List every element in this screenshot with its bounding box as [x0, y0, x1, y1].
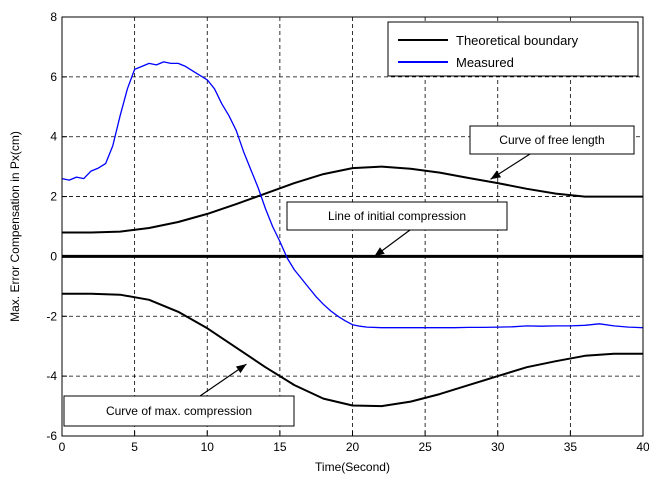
x-tick-label: 5 [131, 440, 138, 454]
series-layer [61, 61, 644, 408]
series-line-lower-boundary [62, 292, 643, 408]
annotation-box-initial-compression [286, 201, 508, 231]
y-tick-label: 4 [50, 130, 57, 144]
series-line-upper-boundary [62, 165, 643, 234]
x-axis-label: Time(Second) [315, 460, 390, 474]
x-tick-label: 20 [346, 440, 360, 454]
y-tick-label: 8 [50, 10, 57, 24]
x-tick-label: 25 [418, 440, 432, 454]
annotation-max-compression-text: Curve of max. compression [106, 404, 252, 418]
annotation-initial-compression-text: Line of initial compression [328, 209, 466, 223]
annotation-max-compression: Curve of max. compression [63, 363, 295, 427]
x-tick-label: 0 [59, 440, 66, 454]
y-tick-label: 2 [50, 190, 57, 204]
tick-layer: 0 5 10 15 20 25 30 35 40 -6 -4 -2 0 2 4 6 8 [46, 10, 649, 454]
legend-label-theoretical: Theoretical boundary [456, 33, 579, 48]
annotations: Curve of free length Line of initial com… [63, 125, 635, 427]
annotation-box-max-compression [63, 395, 295, 427]
y-tick-label: 0 [50, 249, 57, 263]
legend: Theoretical boundary Measured [387, 21, 639, 77]
x-tick-label: 40 [636, 440, 649, 454]
x-tick-label: 35 [564, 440, 578, 454]
x-tick-label: 15 [273, 440, 287, 454]
legend-label-measured: Measured [456, 55, 514, 70]
annotation-box-free-length [469, 125, 635, 155]
annotation-arrowhead-max-compression [235, 364, 247, 374]
annotation-free-length-text: Curve of free length [499, 133, 604, 147]
series-line-measured [61, 61, 644, 329]
y-axis-label: Max. Error Compensation in Px(cm) [8, 131, 22, 322]
legend-box [387, 21, 639, 77]
y-tick-label: -6 [46, 429, 57, 443]
y-tick-label: -2 [46, 309, 57, 323]
x-tick-label: 30 [491, 440, 505, 454]
y-tick-label: -4 [46, 369, 57, 383]
y-tick-label: 6 [50, 70, 57, 84]
annotation-free-length: Curve of free length [469, 125, 635, 180]
annotation-arrowhead-free-length [490, 170, 502, 180]
x-tick-label: 10 [201, 440, 215, 454]
annotation-initial-compression: Line of initial compression [286, 201, 508, 257]
annotation-arrowhead-initial-compression [374, 247, 385, 257]
